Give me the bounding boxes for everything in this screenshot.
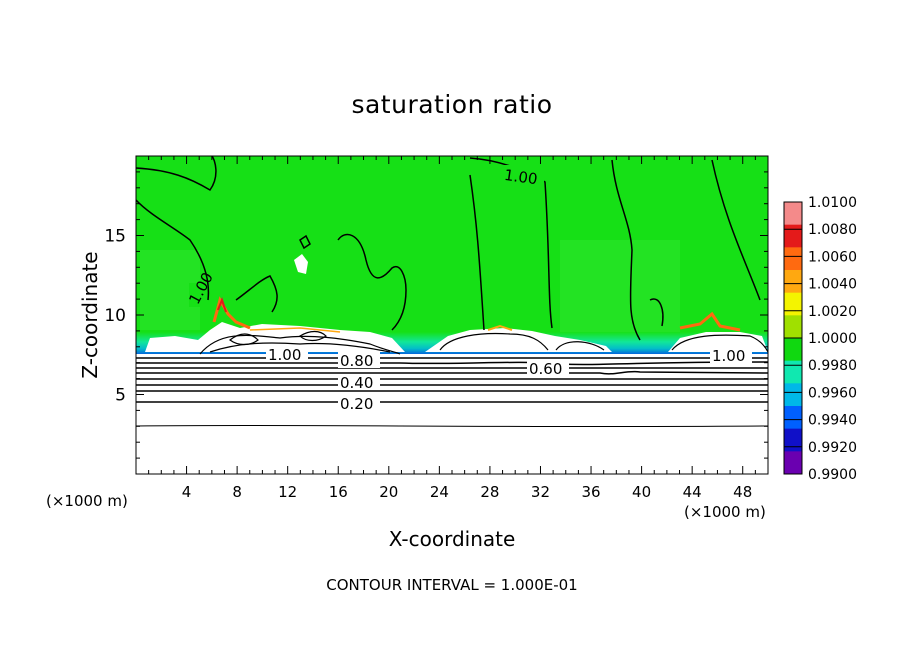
- contour-label: 0.40: [340, 374, 373, 392]
- colorbar-swatch: [784, 292, 802, 316]
- x-unit-label-left: (×1000 m): [46, 492, 128, 510]
- cloud-region-mid: [425, 328, 612, 352]
- colorbar-tick-label: 1.0020: [808, 304, 857, 320]
- colorbar-tick-label: 1.0000: [808, 331, 857, 347]
- contour-label: 1.00: [712, 347, 745, 365]
- colorbar-tick-label: 0.9980: [808, 358, 857, 374]
- x-axis: 4 8 12 16 20 24 28 32 36 40 44 48: [148, 156, 756, 501]
- x-tick-label: 16: [329, 483, 348, 501]
- colorbar-tick-label: 0.9920: [808, 440, 857, 456]
- colorbar-swatch: [784, 202, 802, 226]
- contour-label: 0.20: [340, 395, 373, 413]
- colorbar-swatch: [784, 224, 802, 248]
- x-tick-label: 4: [182, 483, 192, 501]
- colorbar-swatch: [784, 451, 802, 475]
- y-tick-label: 15: [104, 227, 126, 247]
- y-tick-label: 10: [104, 306, 126, 326]
- colorbar-swatch: [784, 247, 802, 271]
- cloud-patch-aloft: [294, 254, 308, 274]
- x-tick-label: 24: [430, 483, 449, 501]
- x-axis-label: X-coordinate: [388, 527, 516, 551]
- x-tick-label: 20: [379, 483, 398, 501]
- colorbar-swatch: [784, 338, 802, 362]
- colorbar-tick-label: 0.9960: [808, 385, 857, 401]
- colorbar-tick-label: 1.0060: [808, 249, 857, 265]
- x-tick-label: 48: [733, 483, 752, 501]
- y-tick-label: 5: [115, 386, 126, 406]
- contour-label: 1.00: [268, 346, 301, 364]
- colorbar-swatch: [784, 315, 802, 339]
- contour-lines-cloudtop: [199, 330, 768, 355]
- contour-interval-note: CONTOUR INTERVAL = 1.000E-01: [326, 576, 578, 594]
- colorbar-tick-label: 1.0040: [808, 277, 857, 293]
- colorbar-swatch: [784, 360, 802, 384]
- contour-label: 0.80: [340, 352, 373, 370]
- x-tick-label: 44: [683, 483, 702, 501]
- y-axis: 5 10 15: [104, 171, 768, 459]
- lower-region: [136, 354, 768, 474]
- x-tick-label: 12: [278, 483, 297, 501]
- x-tick-label: 32: [531, 483, 550, 501]
- colorbar-swatch: [784, 270, 802, 294]
- x-unit-label-right: (×1000 m): [684, 503, 766, 521]
- colorbar-swatch: [784, 383, 802, 407]
- x-tick-label: 28: [480, 483, 499, 501]
- colorbar-tick-label: 0.9940: [808, 413, 857, 429]
- x-tick-label: 8: [232, 483, 242, 501]
- contour-lines-upper: [136, 156, 761, 341]
- colorbar-tick-label: 0.9900: [808, 467, 857, 483]
- supersaturation-edge-right: [679, 311, 741, 332]
- x-tick-label: 40: [632, 483, 651, 501]
- chart-title: saturation ratio: [351, 90, 553, 119]
- colorbar-swatch: [784, 406, 802, 430]
- colorbar-swatch: [784, 428, 802, 452]
- colorbar-tick-label: 1.0100: [808, 195, 857, 211]
- x-tick-label: 36: [581, 483, 600, 501]
- contour-label: 1.00: [503, 166, 539, 188]
- colorbar: 1.0100 1.0080 1.0060 1.0040 1.0020 1.0000 0.99…: [783, 195, 857, 483]
- colorbar-tick-label: 1.0080: [808, 222, 857, 238]
- y-axis-label: Z-coordinate: [78, 251, 102, 379]
- field-features: [136, 156, 768, 474]
- contour-label: 0.60: [529, 360, 562, 378]
